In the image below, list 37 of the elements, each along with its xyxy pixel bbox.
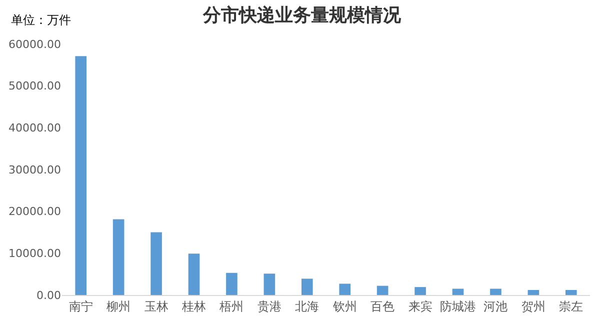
x-tick-label: 柳州 — [106, 299, 131, 314]
x-tick-label: 梧州 — [218, 299, 244, 314]
bar — [301, 278, 313, 295]
y-tick-label: 20000.00 — [8, 205, 61, 218]
chart-title: 分市快递业务量规模情况 — [202, 4, 402, 25]
bar — [75, 56, 87, 295]
x-tick-label: 河池 — [484, 299, 508, 314]
x-tick-label: 玉林 — [144, 299, 168, 314]
bar — [490, 288, 502, 295]
y-tick-label: 0.00 — [36, 288, 61, 302]
y-tick-label: 10000.00 — [8, 247, 61, 260]
x-tick-label: 北海 — [295, 299, 320, 314]
x-tick-label: 钦州 — [332, 299, 357, 314]
bar — [112, 219, 124, 295]
y-tick-label: 50000.00 — [8, 80, 61, 93]
bar — [528, 290, 540, 295]
y-tick-label: 30000.00 — [8, 163, 61, 176]
x-tick-label: 贺州 — [521, 299, 546, 314]
bar — [188, 254, 200, 295]
bar — [264, 274, 276, 295]
x-tick-label: 来宾 — [408, 299, 432, 314]
bar — [376, 286, 388, 295]
x-tick-label: 南宁 — [68, 299, 93, 314]
bar — [339, 284, 351, 295]
y-tick-label: 60000.00 — [8, 38, 61, 51]
x-tick-label: 百色 — [370, 299, 395, 314]
bar — [452, 288, 464, 295]
y-tick-label: 40000.00 — [8, 122, 61, 135]
bar — [414, 287, 426, 295]
bar — [150, 232, 162, 295]
bar — [226, 272, 238, 295]
x-tick-label: 桂林 — [181, 299, 206, 314]
x-tick-label: 贵港 — [257, 299, 282, 314]
x-tick-label: 崇左 — [559, 299, 584, 314]
x-tick-label: 防城港 — [440, 299, 476, 314]
bar — [565, 290, 577, 295]
text: 单位：万件 — [11, 13, 71, 27]
